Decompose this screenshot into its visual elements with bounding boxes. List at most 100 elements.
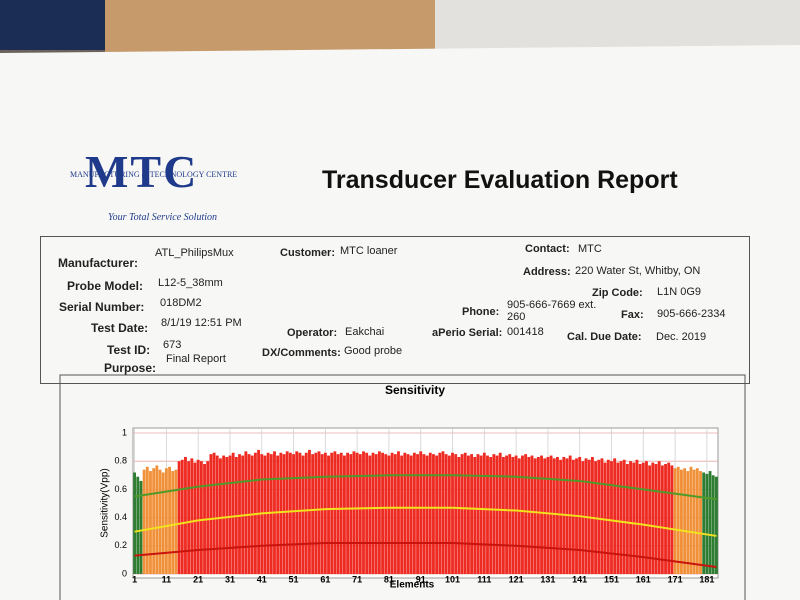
y-tick-label: 1 <box>122 427 127 437</box>
tagline: Your Total Service Solution <box>108 212 217 223</box>
bar <box>212 452 216 574</box>
field-label: Zip Code: <box>592 287 643 299</box>
bar <box>714 476 718 574</box>
bar <box>330 452 334 574</box>
bar <box>406 454 410 574</box>
bar <box>536 456 540 574</box>
field-value: Good probe <box>344 345 403 357</box>
x-tick-label: 181 <box>699 574 714 584</box>
bar <box>454 454 458 574</box>
bar <box>517 458 521 574</box>
bar <box>489 456 493 574</box>
field-value: 905-666-2334 <box>657 308 726 320</box>
bar <box>136 476 140 574</box>
x-tick-label: 131 <box>540 574 555 584</box>
bar <box>533 458 537 574</box>
bar <box>543 458 547 574</box>
bar <box>362 451 365 574</box>
bar <box>403 452 407 574</box>
y-tick-label: 0.4 <box>114 512 127 522</box>
background-box <box>105 0 435 55</box>
bar <box>705 473 709 574</box>
bar <box>412 452 416 574</box>
x-tick-label: 21 <box>193 574 203 584</box>
bar <box>549 455 553 574</box>
bar <box>648 465 652 574</box>
bar <box>397 451 400 574</box>
bar <box>425 455 429 574</box>
field-label: Probe Model: <box>67 279 144 293</box>
bar <box>139 480 143 574</box>
field-label: Fax: <box>621 309 644 321</box>
bar <box>244 451 248 574</box>
bar <box>622 459 626 574</box>
bar <box>292 454 295 574</box>
field-value: 905-666-7669 ext. 260 <box>507 299 597 323</box>
bar <box>161 472 165 574</box>
bar <box>180 459 184 574</box>
bar <box>355 452 359 574</box>
bar <box>540 455 543 574</box>
field-value: L1N 0G9 <box>657 286 702 298</box>
bar <box>676 466 680 574</box>
bar <box>219 458 222 574</box>
bar <box>168 466 171 574</box>
bar <box>498 452 502 574</box>
bar <box>689 466 693 574</box>
bar <box>619 461 623 574</box>
bar <box>686 471 690 574</box>
bar <box>349 454 353 574</box>
bar <box>457 456 461 574</box>
x-tick-label: 41 <box>257 574 267 584</box>
bar <box>174 469 178 574</box>
bar <box>184 456 187 574</box>
bar <box>269 454 273 574</box>
bar <box>304 452 308 574</box>
bar <box>416 454 419 574</box>
x-tick-label: 31 <box>225 574 235 584</box>
bar <box>393 454 397 574</box>
background-box <box>0 0 105 50</box>
bar <box>667 462 671 574</box>
field-value: Final Report <box>166 353 226 365</box>
x-tick-label: 161 <box>636 574 651 584</box>
bar <box>603 462 607 574</box>
bar <box>215 455 219 574</box>
bar <box>530 455 534 574</box>
bar <box>638 464 642 574</box>
bar <box>527 456 531 574</box>
field-label: aPerio Serial: <box>432 327 503 339</box>
bar <box>600 458 604 574</box>
chart-frame <box>59 374 746 600</box>
bar <box>635 459 639 574</box>
bar <box>206 461 210 574</box>
bar <box>660 465 664 574</box>
bar <box>505 455 509 574</box>
bar <box>447 455 451 574</box>
bar <box>288 452 292 574</box>
bar <box>317 451 321 574</box>
threshold-line <box>134 506 717 537</box>
bar <box>327 455 330 574</box>
bar <box>279 452 283 574</box>
bar <box>641 462 645 574</box>
bar <box>228 455 232 574</box>
bar <box>438 452 442 574</box>
bar <box>664 464 667 574</box>
bar <box>610 461 613 574</box>
bar <box>482 452 486 574</box>
bar <box>142 469 146 574</box>
bar <box>524 454 528 574</box>
field-value: MTC loaner <box>340 245 398 257</box>
bar <box>670 465 674 574</box>
bar <box>645 461 648 574</box>
bar <box>171 471 175 574</box>
field-value: 8/1/19 12:51 PM <box>161 317 242 329</box>
x-tick-label: 111 <box>477 574 491 584</box>
bar <box>571 459 575 574</box>
x-tick-label: 121 <box>509 574 524 584</box>
field-label: Address: <box>523 266 571 278</box>
field-value: 001418 <box>507 326 544 338</box>
bar <box>466 455 470 574</box>
bar <box>358 454 362 574</box>
